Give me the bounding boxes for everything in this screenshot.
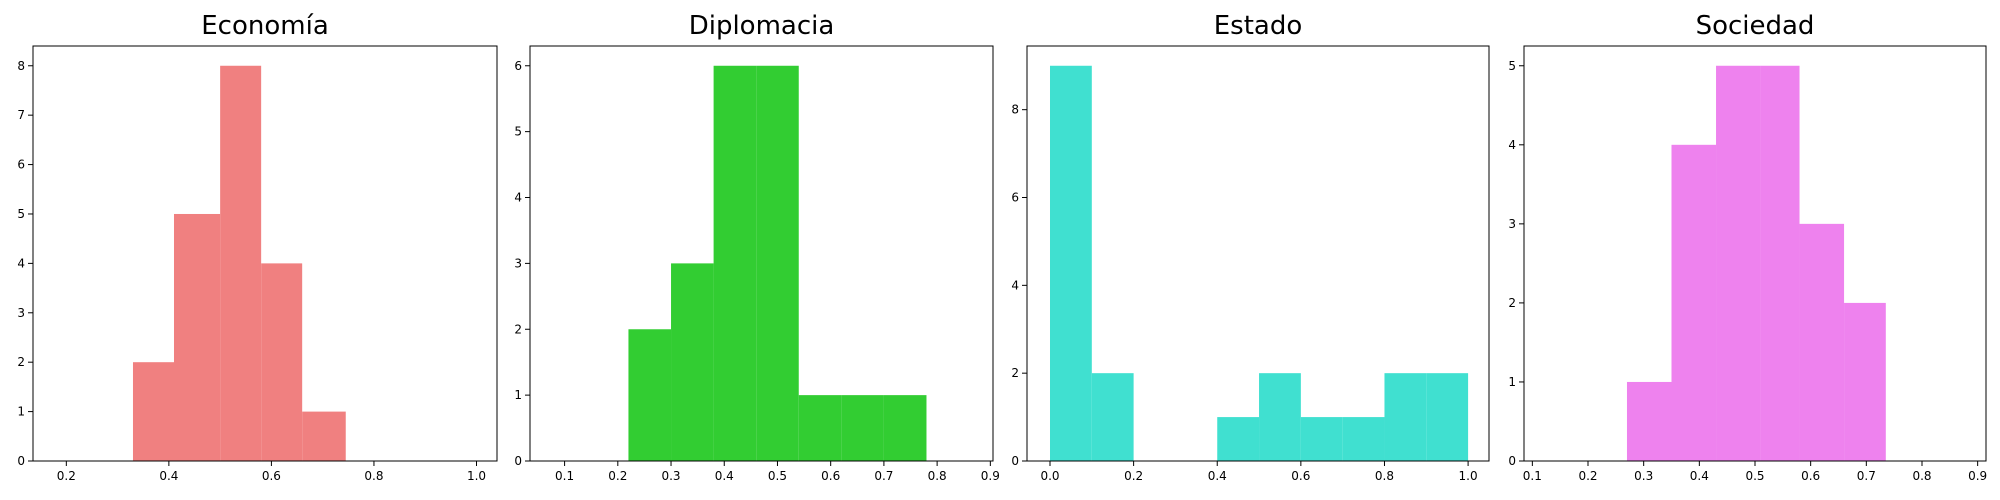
x-tick-label: 0.8 [1375,469,1394,483]
histogram-panel-3: Estado 0.0 0.2 0.4 0.6 0.8 1.0 0 2 4 6 8 [1011,11,1490,483]
histogram-bar [1342,417,1385,461]
histogram-bar [1259,373,1301,461]
y-tick-label: 0 [1011,454,1019,468]
y-tick-label: 6 [17,158,25,172]
y-tick-label: 2 [1508,296,1516,310]
x-tick-label: 0.9 [1968,469,1987,483]
y-tick-label: 5 [17,207,25,221]
x-tick-label: 0.6 [1291,469,1310,483]
histogram-panel-1: Economía 0.2 0.4 0.6 0.8 1.0 0 1 2 3 4 5 6 7 8 [17,11,498,483]
y-tick-label: 6 [514,59,522,73]
x-tick-label: 0.0 [1040,469,1059,483]
histogram-bar [302,411,346,461]
x-tick-label: 0.8 [364,469,383,483]
x-tick-label: 0.5 [1745,469,1764,483]
y-tick-label: 4 [1508,138,1516,152]
histogram-bar [1091,373,1134,461]
histogram-bar [261,263,303,461]
histogram-bar [798,395,842,461]
y-tick-label: 8 [1011,103,1019,117]
y-tick-label: 1 [514,388,522,402]
plot-frame [529,45,994,462]
histogram-bar [628,329,672,461]
x-tick-label: 0.6 [1801,469,1820,483]
y-tick-label: 4 [17,256,25,270]
histogram-bar [173,213,221,461]
chart-title: Estado [1214,11,1303,41]
histogram-panel-2: Diplomacia 0.1 0.2 0.3 0.4 0.5 0.6 0.7 0.8 0.9 0 1 2… [514,11,1000,483]
y-tick-label: 3 [17,306,25,320]
histogram-bar [1384,373,1427,461]
histogram-bar [1300,417,1343,461]
x-tick-label: 0.3 [1634,469,1653,483]
histogram-bar [1799,223,1845,461]
y-tick-label: 6 [1011,191,1019,205]
x-tick-label: 0.2 [1578,469,1597,483]
x-tick-label: 0.2 [57,469,76,483]
plot-frame [1523,45,1987,462]
chart-title: Economía [201,11,329,41]
x-tick-label: 0.7 [1857,469,1876,483]
x-tick-label: 0.4 [715,469,734,483]
y-tick-label: 1 [17,405,25,419]
histogram-bar [132,362,174,461]
x-tick-label: 0.5 [768,469,787,483]
histogram-bar [1626,381,1672,461]
y-tick-label: 2 [514,322,522,336]
y-tick-label: 2 [17,355,25,369]
x-tick-label: 0.8 [1912,469,1931,483]
histogram-bar [1671,144,1717,462]
y-tick-label: 0 [1508,454,1516,468]
histogram-bar [713,65,757,461]
x-tick-label: 0.9 [981,469,1000,483]
y-tick-label: 1 [1508,375,1516,389]
y-tick-label: 4 [514,191,522,205]
x-tick-label: 0.2 [1124,469,1143,483]
x-tick-label: 0.4 [159,469,178,483]
y-tick-label: 0 [514,454,522,468]
x-tick-label: 0.4 [1208,469,1227,483]
x-tick-label: 0.1 [555,469,574,483]
x-tick-label: 0.6 [821,469,840,483]
x-tick-label: 0.3 [661,469,680,483]
x-tick-label: 0.7 [874,469,893,483]
plot-frame [1026,45,1490,462]
x-tick-label: 1.0 [1459,469,1478,483]
y-tick-label: 8 [17,59,25,73]
histogram-bar [756,65,799,461]
x-tick-label: 1.0 [467,469,486,483]
y-tick-label: 3 [1508,217,1516,231]
histogram-bar [1049,65,1092,461]
histogram-bar [883,395,927,461]
histogram-bar [1716,65,1761,461]
y-tick-label: 4 [1011,278,1019,292]
y-tick-label: 0 [17,454,25,468]
x-tick-label: 0.6 [262,469,281,483]
histogram-bar [1217,417,1260,461]
y-tick-label: 3 [514,256,522,270]
y-tick-label: 7 [17,108,25,122]
x-tick-label: 0.2 [608,469,627,483]
histogram-panel-4: Sociedad 0.1 0.2 0.3 0.4 0.5 0.6 0.7 0.8 0.9 0 1 2 3 4… [1508,11,1987,483]
histogram-bar [1844,302,1886,461]
histogram-bar [671,263,714,461]
histogram-bar [841,395,884,461]
plot-frame [32,45,498,462]
histogram-bar [1426,373,1469,461]
y-tick-label: 2 [1011,366,1019,380]
chart-title: Sociedad [1696,11,1815,41]
y-tick-label: 5 [1508,59,1516,73]
chart-title: Diplomacia [689,11,835,41]
x-tick-label: 0.4 [1690,469,1709,483]
histogram-bar [1760,65,1800,461]
x-tick-label: 0.8 [928,469,947,483]
y-tick-label: 5 [514,125,522,139]
histogram-bar [220,65,262,461]
x-tick-label: 0.1 [1523,469,1542,483]
